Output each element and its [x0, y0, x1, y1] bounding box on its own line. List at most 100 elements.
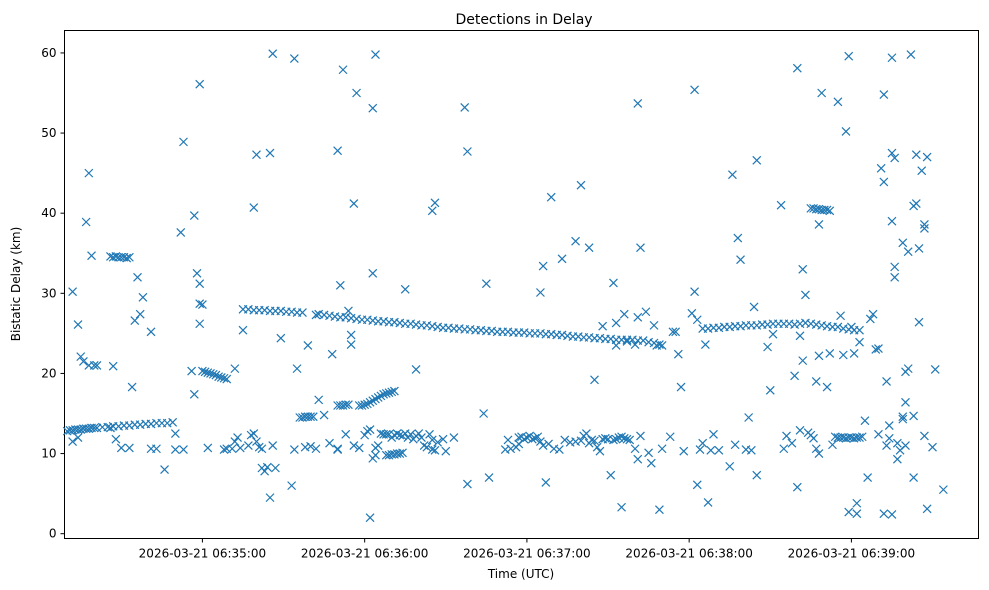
data-point [195, 79, 205, 89]
data-point [906, 50, 916, 59]
data-point [395, 430, 405, 440]
data-point [690, 85, 699, 95]
data-point [749, 302, 759, 312]
data-point [92, 361, 102, 370]
data-point [814, 449, 824, 458]
data-point [135, 309, 145, 319]
data-point [189, 389, 199, 399]
data-point [376, 391, 386, 401]
x-tick-label: 2026-03-21 06:39:00 [788, 547, 915, 561]
data-point [814, 351, 824, 361]
data-point [638, 336, 648, 346]
data-point [855, 337, 864, 347]
data-point [395, 449, 405, 458]
data-point [692, 480, 702, 490]
data-point [744, 413, 754, 422]
data-point [238, 325, 248, 335]
data-point [779, 444, 789, 454]
data-point [892, 454, 902, 464]
data-point [874, 429, 883, 439]
data-point [308, 412, 318, 422]
data-point [676, 382, 686, 392]
data-point [203, 368, 213, 378]
data-point [197, 366, 207, 376]
data-point [260, 466, 270, 476]
data-point [814, 219, 824, 229]
y-tick-label: 40 [41, 206, 56, 220]
x-axis-label: Time (UTC) [487, 567, 554, 581]
data-point [598, 321, 608, 331]
data-point [633, 312, 643, 322]
data-point [790, 371, 800, 381]
data-point [195, 299, 205, 309]
data-point [852, 498, 862, 508]
data-point [479, 409, 489, 418]
data-point [609, 278, 618, 288]
data-point [373, 441, 383, 450]
data-point [654, 340, 664, 350]
data-point [362, 399, 372, 409]
data-point [654, 505, 664, 515]
data-point [427, 206, 437, 216]
data-point [844, 51, 854, 61]
data-point [287, 481, 297, 491]
data-point [533, 432, 543, 442]
data-point [752, 470, 762, 480]
data-point [898, 412, 908, 422]
data-point [768, 329, 778, 339]
data-point [203, 443, 213, 453]
data-point [860, 416, 870, 426]
data-point [298, 308, 307, 317]
data-point [919, 431, 929, 441]
data-point [584, 243, 594, 253]
data-point [398, 448, 407, 458]
data-point [384, 388, 394, 398]
data-point [938, 485, 948, 495]
data-point [911, 199, 921, 208]
data-point [911, 150, 921, 160]
data-point [306, 441, 316, 451]
data-point [254, 442, 264, 452]
data-point [703, 498, 713, 507]
data-point [170, 445, 180, 454]
data-point [836, 311, 846, 321]
data-point [89, 423, 99, 433]
data-point [430, 198, 440, 208]
data-point [441, 446, 451, 456]
data-point [868, 309, 878, 319]
data-point [855, 325, 864, 335]
data-point [698, 438, 708, 448]
data-point [108, 361, 118, 371]
data-point [852, 509, 862, 519]
data-point [349, 199, 359, 208]
data-point [792, 482, 802, 492]
data-point [130, 316, 140, 325]
data-point [890, 153, 900, 163]
x-tick-label: 2026-03-21 06:37:00 [463, 547, 590, 561]
data-point [357, 401, 367, 410]
data-point [914, 244, 924, 253]
data-point [782, 431, 791, 441]
data-point [387, 387, 397, 397]
y-tick-label: 30 [41, 286, 56, 300]
data-point [462, 147, 472, 156]
data-point [365, 397, 375, 407]
data-point [833, 322, 843, 332]
data-point [811, 377, 821, 386]
data-point [219, 373, 229, 383]
data-point [857, 432, 867, 442]
data-point [657, 340, 667, 350]
data-point [909, 411, 919, 421]
data-point [219, 445, 229, 454]
data-point [346, 330, 356, 340]
data-point [695, 445, 705, 454]
data-point [898, 414, 908, 424]
data-point [116, 443, 126, 453]
data-point [590, 375, 599, 385]
data-point [887, 216, 897, 226]
chart-title: Detections in Delay [455, 12, 592, 28]
data-point [611, 318, 621, 328]
data-point [338, 65, 348, 75]
data-point [371, 450, 380, 460]
data-point [327, 349, 337, 359]
